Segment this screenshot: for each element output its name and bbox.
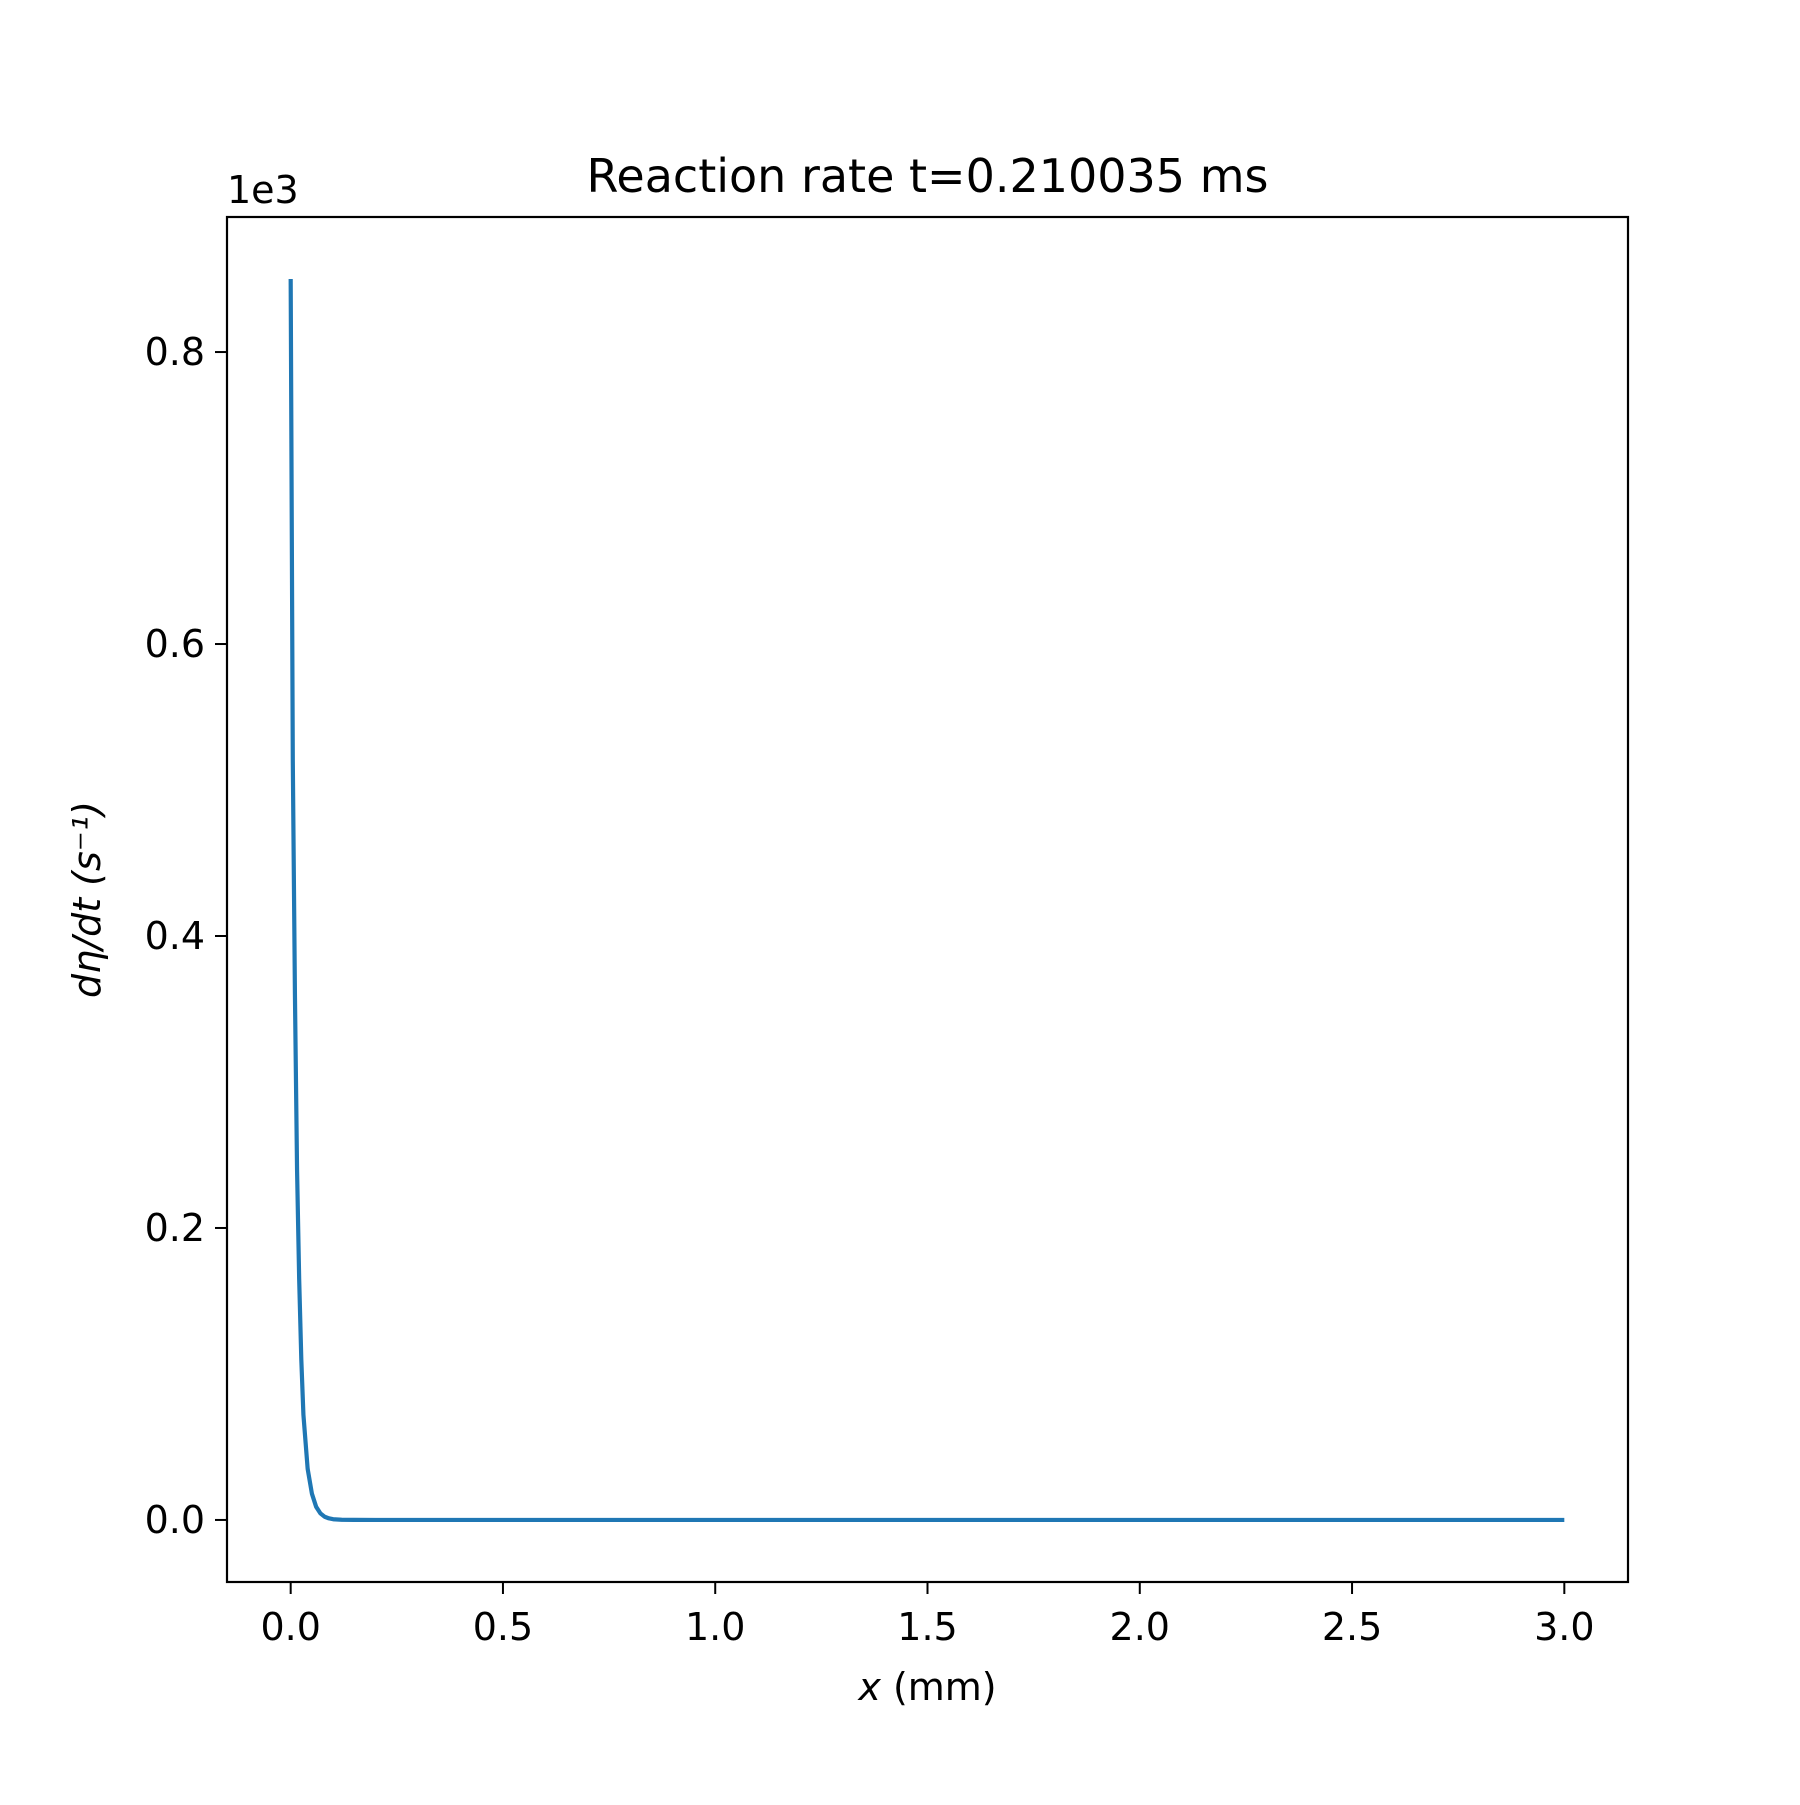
x-tick-label: 0.0 xyxy=(260,1605,320,1649)
y-tick-label: 0.8 xyxy=(145,330,205,374)
y-tick-label: 0.6 xyxy=(145,622,205,666)
plot-area: 0.0 0.5 1.0 1.5 2.0 2.5 3.0 0.0 0.2 0.4 0.6 0.8 xyxy=(145,215,1630,1649)
y-offset-label: 1e3 xyxy=(227,168,299,212)
y-axis-label: dη/dt (s⁻¹) xyxy=(65,801,109,998)
x-tick-label: 2.5 xyxy=(1322,1605,1382,1649)
x-tick-label: 2.0 xyxy=(1110,1605,1170,1649)
series-line-0 xyxy=(288,279,1565,1523)
x-tick-label: 1.0 xyxy=(685,1605,745,1649)
x-tick-label: 1.5 xyxy=(897,1605,957,1649)
x-tick-label: 3.0 xyxy=(1534,1605,1594,1649)
x-tick-label: 0.5 xyxy=(473,1605,533,1649)
y-tick-label: 0.2 xyxy=(145,1206,205,1250)
chart-title: Reaction rate t=0.210035 ms xyxy=(587,149,1269,203)
y-tick-label: 0.4 xyxy=(145,914,205,958)
x-axis-label-unit: (mm) xyxy=(881,1665,997,1709)
x-axis-label-var: x xyxy=(857,1665,881,1709)
y-tick-label: 0.0 xyxy=(145,1498,205,1542)
x-axis-label: x (mm) xyxy=(857,1665,996,1709)
